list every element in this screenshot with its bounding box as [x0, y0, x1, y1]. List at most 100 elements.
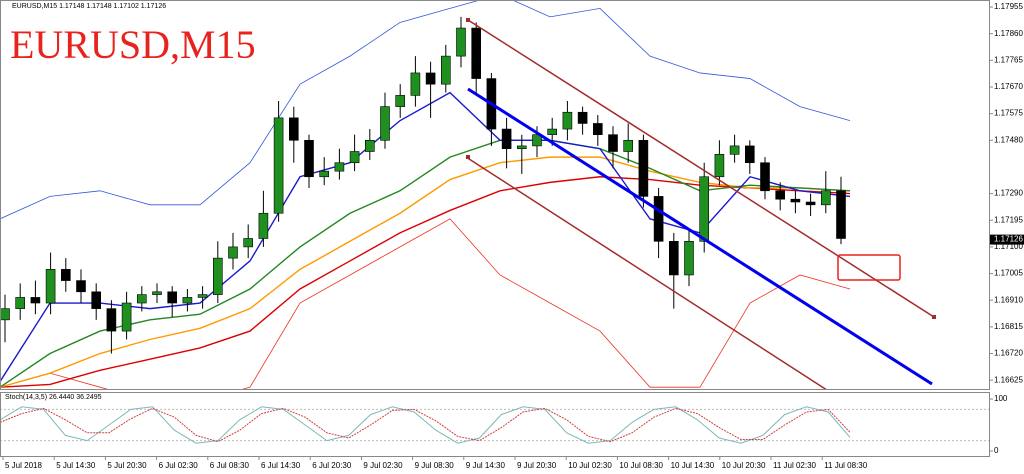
- candle-body: [684, 240, 694, 276]
- candle-body: [820, 190, 831, 206]
- candle-body: [364, 139, 375, 152]
- candle-body: [668, 240, 679, 276]
- x-tick-label: 9 Jul 08:30: [415, 461, 455, 470]
- x-tick-label: 6 Jul 14:30: [261, 461, 301, 470]
- x-tick-label: 9 Jul 02:30: [363, 461, 403, 470]
- frame: [0, 392, 990, 457]
- candle-body: [106, 308, 117, 332]
- x-tick-label: 9 Jul 14:30: [466, 461, 506, 470]
- frame: [0, 0, 990, 390]
- candle-body: [152, 291, 162, 295]
- drawings: EURUSD,M15 EURUSD,M15 1.17148 1.17148 1.…: [4, 3, 936, 390]
- candle-body: [836, 190, 846, 239]
- candle-body: [395, 95, 406, 107]
- x-tick-label: 10 Jul 20:30: [722, 461, 766, 470]
- candle-body: [258, 212, 269, 239]
- candle-body: [45, 269, 56, 304]
- candle-body: [60, 269, 71, 281]
- candle-body: [288, 117, 299, 141]
- candle-body: [456, 27, 466, 57]
- candle-body: [805, 201, 816, 206]
- y-tick-label: 1.17480: [994, 135, 1023, 144]
- candle-body: [91, 291, 101, 309]
- candle-body: [273, 117, 284, 214]
- candle-body: [15, 297, 25, 309]
- candle-body: [410, 72, 421, 96]
- y-tick-label: 1.17670: [994, 82, 1023, 91]
- y-tick-label: 1.17290: [994, 189, 1023, 198]
- candle-body: [304, 139, 314, 178]
- x-tick-label: 5 Jul 14:30: [56, 461, 96, 470]
- candle-body: [744, 145, 755, 164]
- indicator-line: [0, 0, 851, 220]
- candle-body: [197, 294, 208, 298]
- candle-body: [501, 128, 512, 150]
- candle-body: [137, 294, 147, 304]
- stoch-tick-label: 0: [994, 446, 999, 455]
- stoch-tick-label: 100: [994, 394, 1008, 403]
- candle-body: [319, 170, 330, 178]
- x-tick-label: 11 Jul 08:30: [824, 461, 868, 470]
- candle-body: [76, 280, 86, 293]
- header: EURUSD,M15 1.17148 1.17148 1.17102 1.171…: [12, 3, 166, 10]
- candle-body: [729, 145, 740, 155]
- x-tick-label: 11 Jul 02:30: [773, 461, 817, 470]
- x-tick-label: 5 Jul 2018: [5, 461, 42, 470]
- price-tag: 1.17126: [994, 235, 1023, 244]
- candle-body: [516, 145, 527, 150]
- y-tick-label: 1.16815: [994, 322, 1023, 331]
- y-tick-label: 1.16720: [994, 349, 1023, 358]
- candle-body: [532, 134, 542, 147]
- title-box: [4, 14, 306, 72]
- candle-body: [30, 297, 41, 304]
- highlight-box: [837, 254, 901, 281]
- candle-body: [0, 308, 10, 321]
- x-tick-label: 5 Jul 20:30: [107, 461, 147, 470]
- candle-body: [547, 128, 558, 135]
- x-tick-label: 9 Jul 20:30: [517, 461, 557, 470]
- stoch-line: [0, 406, 851, 444]
- candle-body: [775, 190, 786, 200]
- y-tick-label: 1.16910: [994, 295, 1023, 304]
- y-tick-label: 1.16625: [994, 375, 1023, 384]
- candle-body: [167, 291, 177, 304]
- channel-anchor: [932, 315, 936, 319]
- candle-body: [638, 139, 649, 197]
- candle-body: [699, 176, 710, 242]
- y-tick-label: 1.17195: [994, 215, 1023, 224]
- stochastic-panel: [0, 406, 990, 444]
- candle-body: [349, 151, 360, 164]
- candle-body: [760, 162, 770, 192]
- candle-body: [228, 246, 238, 259]
- candle-body: [213, 257, 223, 295]
- y-tick-label: 1.17100: [994, 242, 1023, 251]
- candle-body: [562, 111, 573, 130]
- indicator-line: [0, 91, 851, 382]
- channel-lower: [465, 156, 829, 390]
- candle-body: [471, 27, 482, 79]
- candle-body: [577, 111, 588, 124]
- x-tick-label: 10 Jul 08:30: [619, 461, 663, 470]
- indicator-line: [0, 139, 851, 388]
- price-panel: [0, 0, 851, 390]
- channel-anchor: [466, 155, 470, 159]
- price-tag-box: [990, 234, 1024, 245]
- stoch-label: Stoch(14,3,5) 26.4440 36.2495: [5, 394, 102, 401]
- channel-upper: [467, 19, 935, 318]
- candle-body: [790, 198, 801, 203]
- y-tick-label: 1.17765: [994, 55, 1023, 64]
- x-tick-label: 10 Jul 14:30: [671, 461, 715, 470]
- indicator-line: [0, 218, 851, 390]
- candle-body: [623, 139, 634, 152]
- channel-anchor: [466, 18, 470, 22]
- candle-body: [121, 302, 132, 332]
- candle-body: [380, 106, 390, 141]
- y-tick-label: 1.17005: [994, 269, 1023, 278]
- indicator-line: [0, 156, 851, 388]
- x-tick-label: 6 Jul 08:30: [210, 461, 250, 470]
- x-tick-label: 6 Jul 20:30: [312, 461, 352, 470]
- x-tick-label: 10 Jul 02:30: [568, 461, 612, 470]
- candle-body: [714, 154, 725, 178]
